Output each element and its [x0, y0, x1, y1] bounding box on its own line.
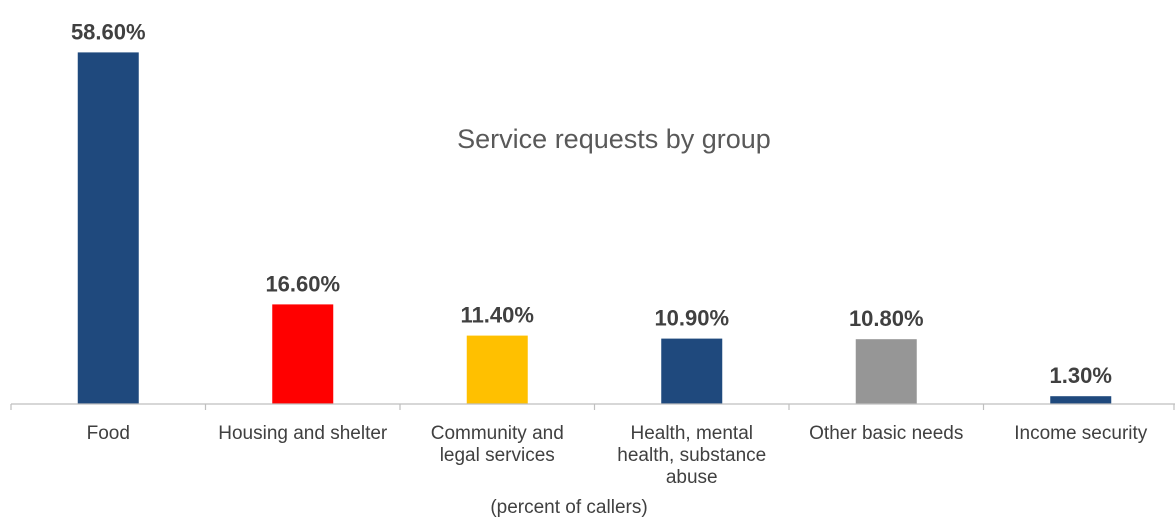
- data-label: 58.60%: [71, 19, 146, 44]
- x-tick-label: Community and legal services: [431, 423, 564, 466]
- data-labels-group: 58.60% 16.60% 11.40% 10.90% 10.80% 1.30%: [71, 19, 1112, 388]
- x-tick-label-line: Health, mental: [630, 423, 753, 444]
- x-tick-label-line: Income security: [1014, 423, 1148, 444]
- x-tick-label-line: Housing and shelter: [218, 423, 388, 444]
- bar-other-basic-needs: [855, 339, 917, 404]
- x-tick-labels-group: Food Housing and shelter Community and lega…: [87, 423, 1148, 488]
- data-label: 11.40%: [461, 303, 534, 328]
- bar-community-and-legal-services: [466, 335, 528, 404]
- x-tick-label-line: health, substance: [617, 445, 766, 466]
- x-tick-label: Food: [87, 423, 130, 444]
- x-tick-label: Housing and shelter: [218, 423, 388, 444]
- data-label: 1.30%: [1050, 363, 1112, 388]
- bar-health-mental-health-substance-abuse: [661, 338, 723, 404]
- bar-income-security: [1050, 396, 1112, 404]
- data-label: 10.80%: [849, 306, 924, 331]
- bar-food: [77, 52, 139, 405]
- x-tick-label: Income security: [1014, 423, 1148, 444]
- data-label: 10.90%: [654, 306, 729, 331]
- x-tick-label-line: legal services: [440, 445, 555, 466]
- bar-housing-and-shelter: [272, 304, 334, 404]
- data-label: 16.60%: [265, 271, 340, 296]
- x-tick-label-line: Other basic needs: [809, 423, 963, 444]
- x-tick-label: Other basic needs: [809, 423, 963, 444]
- x-tick-label: Health, mental health, substance abuse: [617, 423, 766, 488]
- x-tick-label-line: abuse: [666, 467, 718, 488]
- x-axis-title: (percent of callers): [490, 497, 647, 518]
- x-axis: [10, 403, 1175, 410]
- x-tick-label-line: Food: [87, 423, 130, 444]
- chart-title: Service requests by group: [457, 124, 771, 154]
- bars-group: [77, 52, 1112, 405]
- x-tick-label-line: Community and: [431, 423, 564, 444]
